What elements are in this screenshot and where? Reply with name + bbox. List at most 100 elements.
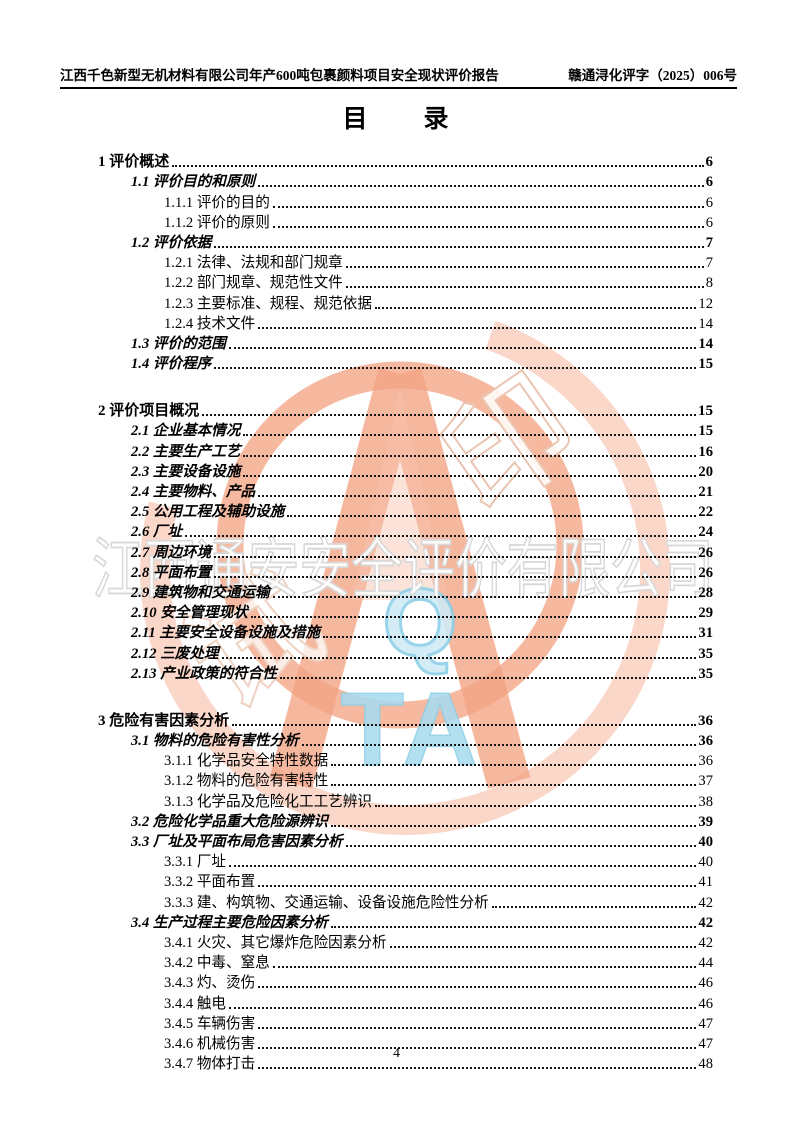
toc-dot-leader xyxy=(221,656,697,659)
toc-entry-page-number: 26 xyxy=(698,544,713,561)
toc-entry-label: 1.2.1 法律、法规和部门规章 xyxy=(164,255,343,272)
toc-dot-leader xyxy=(214,575,697,578)
toc-entry-page-number: 47 xyxy=(698,1035,713,1052)
toc-entry-page-number: 15 xyxy=(698,356,713,373)
toc-entry-label: 2.10 安全管理现状 xyxy=(131,605,248,622)
toc-entry-page-number: 14 xyxy=(698,315,713,332)
toc-entry: 2.8 平面布置 26 xyxy=(98,562,713,582)
toc-entry-page-number: 6 xyxy=(705,154,714,171)
toc-entry-label: 1.3 评价的范围 xyxy=(131,335,226,352)
toc-entry-page-number: 41 xyxy=(698,874,713,891)
toc-entry: 3.2 危险化学品重大危险源辨识 39 xyxy=(98,811,713,831)
toc-entry-page-number: 42 xyxy=(698,934,713,951)
toc-entry: 1.2.2 部门规章、规范性文件 8 xyxy=(98,272,713,292)
toc-entry-label: 3.1 物料的危险有害性分析 xyxy=(131,733,299,750)
toc-entry-page-number: 42 xyxy=(698,894,713,911)
toc-entry: 1.4 评价程序 15 xyxy=(98,353,713,373)
toc-dot-leader xyxy=(331,925,697,928)
toc-entry-label: 3 危险有害因素分析 xyxy=(98,712,230,729)
toc-entry-label: 2.5 公用工程及辅助设施 xyxy=(131,504,285,521)
toc-entry-label: 3.4 生产过程主要危险因素分析 xyxy=(131,914,329,931)
toc-entry-label: 1 评价概述 xyxy=(98,154,170,171)
toc-dot-leader xyxy=(172,165,704,168)
toc-dot-leader xyxy=(214,245,704,248)
toc-entry: 2.11 主要安全设备设施及措施 31 xyxy=(98,622,713,642)
toc-entry: 3.1.2 物料的危险有害特性 37 xyxy=(98,770,713,790)
toc-dot-leader xyxy=(258,986,697,989)
toc-entry: 3.3.3 建、构筑物、交通运输、设备设施危险性分析 42 xyxy=(98,891,713,911)
toc-entry-label: 2.4 主要物料、产品 xyxy=(131,484,256,500)
toc-entry-label: 2.11 主要安全设备设施及措施 xyxy=(131,625,320,642)
toc-entry-label: 3.1.3 化学品及危险化工工艺辨识 xyxy=(164,793,372,810)
toc-entry: 2.3 主要设备设施 20 xyxy=(98,461,713,481)
toc-dot-leader xyxy=(279,676,697,679)
toc-entry: 3.4.4 触电 46 xyxy=(98,992,713,1012)
toc-dot-leader xyxy=(345,845,697,847)
toc-dot-leader xyxy=(258,1067,697,1070)
toc-dot-leader xyxy=(243,454,697,457)
toc-entry-label: 3.4.2 中毒、窒息 xyxy=(164,955,270,972)
footer-page-number: 4 xyxy=(393,1046,400,1061)
toc-entry-label: 3.4.7 物体打击 xyxy=(164,1056,256,1073)
toc-entry-label: 3.4.1 火灾、其它爆炸危险因素分析 xyxy=(164,934,387,951)
toc-dot-leader xyxy=(345,266,704,269)
toc-entry-label: 3.3 厂址及平面布局危害因素分析 xyxy=(131,834,343,850)
toc-entry-page-number: 35 xyxy=(698,645,713,662)
toc-entry-label: 2 评价项目概况 xyxy=(98,403,200,420)
toc-entry-label: 2.12 三废处理 xyxy=(131,645,219,662)
toc-dot-leader xyxy=(258,1026,697,1029)
toc-entry: 3.1 物料的危险有害性分析 36 xyxy=(98,730,713,750)
toc-entry: 1.2.4 技术文件 14 xyxy=(98,313,713,333)
toc-entry-page-number: 6 xyxy=(705,194,713,211)
toc-entry-label: 3.4.4 触电 xyxy=(164,995,227,1012)
toc-entry: 2.9 建筑物和交通运输 28 xyxy=(98,582,713,602)
page-title: 目 录 xyxy=(342,106,451,133)
toc-entry: 2.2 主要生产工艺 16 xyxy=(98,440,713,460)
toc-entry-label: 2.13 产业政策的符合性 xyxy=(131,665,277,682)
toc-entry-label: 1.2 评价依据 xyxy=(131,234,212,251)
toc-entry: 2.4 主要物料、产品 21 xyxy=(98,481,713,501)
toc-entry-label: 2.9 建筑物和交通运输 xyxy=(131,584,270,601)
toc-entry: 1.2.1 法律、法规和部门规章 7 xyxy=(98,252,713,272)
toc-entry: 3 危险有害因素分析 36 xyxy=(98,710,713,730)
toc-entry-label: 1.2.2 部门规章、规范性文件 xyxy=(164,275,343,292)
toc-entry: 1.3 评价的范围 14 xyxy=(98,333,713,353)
toc-entry-page-number: 6 xyxy=(705,174,713,191)
toc-entry: 2.12 三废处理 35 xyxy=(98,642,713,662)
toc-entry: 3.1.1 化学品安全特性数据 36 xyxy=(98,750,713,770)
toc-dot-leader xyxy=(374,804,697,807)
toc-entry-page-number: 7 xyxy=(705,234,713,251)
toc-entry-page-number: 42 xyxy=(698,914,713,931)
toc-entry-page-number: 38 xyxy=(698,793,713,810)
toc-dot-leader xyxy=(250,616,697,619)
toc-dot-leader xyxy=(202,414,696,417)
toc-entry: 1.1 评价目的和原则 6 xyxy=(98,171,713,191)
toc-entry: 1.2 评价依据 7 xyxy=(98,232,713,252)
toc-entry-label: 3.1.1 化学品安全特性数据 xyxy=(164,753,329,770)
toc-entry-page-number: 39 xyxy=(698,813,713,830)
toc-dot-leader xyxy=(287,515,697,518)
page-header: 江西千色新型无机材料有限公司年产600吨包裹颜料项目安全现状评价报告 赣通浔化评… xyxy=(60,64,737,89)
toc-entry: 1.1.1 评价的目的 6 xyxy=(98,191,713,211)
toc-entry: 3.3 厂址及平面布局危害因素分析 40 xyxy=(98,831,713,851)
toc-entry-page-number: 22 xyxy=(698,504,713,521)
toc-entry-label: 1.1.2 评价的原则 xyxy=(164,214,270,231)
toc-entry: 3.4.5 车辆伤害 47 xyxy=(98,1013,713,1033)
toc-entry: 1.1.2 评价的原则 6 xyxy=(98,212,713,232)
toc-entry-label: 3.4.3 灼、烫伤 xyxy=(164,975,256,992)
toc-entry: 2.10 安全管理现状 29 xyxy=(98,602,713,622)
toc-dot-leader xyxy=(214,555,697,558)
toc-entry-label: 1.1.1 评价的目的 xyxy=(164,194,270,211)
toc-entry-page-number: 40 xyxy=(698,834,713,850)
toc-dot-leader xyxy=(491,905,697,908)
toc-dot-leader xyxy=(345,286,704,289)
toc-entry-page-number: 46 xyxy=(698,995,713,1012)
toc-entry-label: 3.3.3 建、构筑物、交通运输、设备设施危险性分析 xyxy=(164,894,489,911)
toc-dot-leader xyxy=(258,885,697,888)
toc-dot-leader xyxy=(229,1006,697,1009)
toc-entry: 3.4 生产过程主要危险因素分析 42 xyxy=(98,912,713,932)
toc-dot-leader xyxy=(258,495,697,497)
toc-dot-leader xyxy=(258,185,704,188)
toc-entry-label: 2.2 主要生产工艺 xyxy=(131,443,241,460)
toc-entry-label: 2.1 企业基本情况 xyxy=(131,423,241,440)
